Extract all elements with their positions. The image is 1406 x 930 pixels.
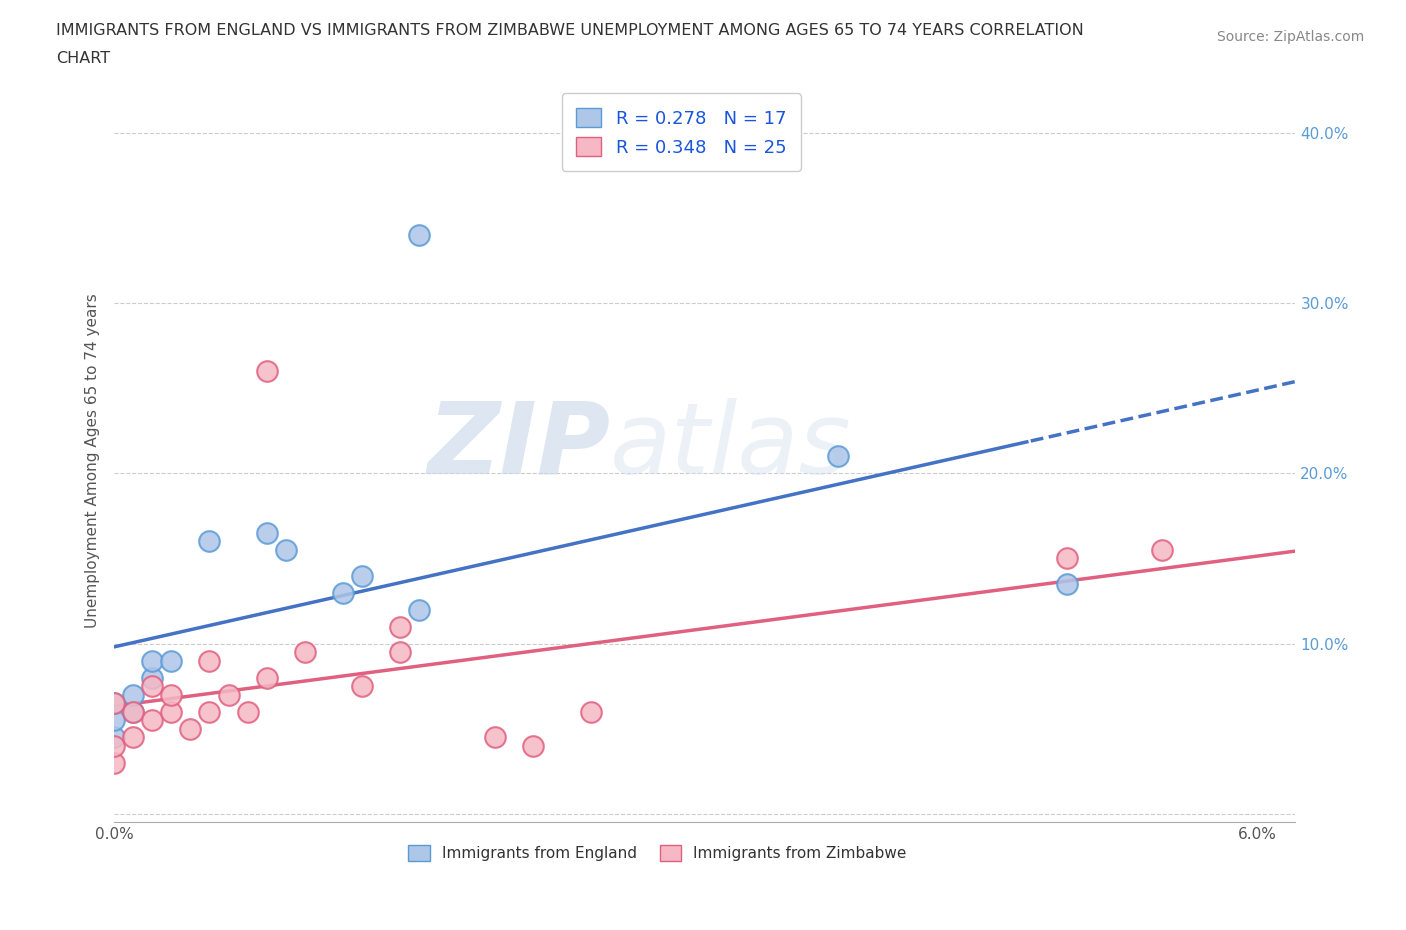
Point [198, 534, 221, 549]
Text: CHART: CHART [56, 51, 110, 66]
Point [198, 704, 221, 719]
Point [103, 738, 125, 753]
Point [218, 687, 240, 702]
Point [160, 704, 183, 719]
Point [256, 671, 278, 685]
Point [1152, 542, 1174, 557]
Point [122, 704, 145, 719]
Point [827, 449, 849, 464]
Point [408, 602, 430, 617]
Text: ZIP: ZIP [427, 398, 610, 495]
Point [141, 712, 163, 727]
Point [236, 704, 259, 719]
Point [484, 730, 506, 745]
Point [141, 671, 163, 685]
Point [332, 585, 354, 600]
Point [408, 228, 430, 243]
Point [350, 568, 373, 583]
Point [160, 687, 183, 702]
Point [103, 730, 125, 745]
Point [350, 679, 373, 694]
Point [103, 712, 125, 727]
Point [1056, 577, 1078, 591]
Point [122, 687, 145, 702]
Point [141, 679, 163, 694]
Point [179, 722, 201, 737]
Point [294, 644, 316, 659]
Point [122, 704, 145, 719]
Point [1056, 551, 1078, 566]
Point [198, 653, 221, 668]
Legend: Immigrants from England, Immigrants from Zimbabwe: Immigrants from England, Immigrants from… [401, 838, 914, 869]
Point [274, 542, 297, 557]
Point [256, 364, 278, 379]
Point [141, 653, 163, 668]
Point [522, 738, 544, 753]
Point [103, 755, 125, 770]
Point [579, 704, 602, 719]
Point [103, 696, 125, 711]
Y-axis label: Unemployment Among Ages 65 to 74 years: Unemployment Among Ages 65 to 74 years [86, 293, 100, 628]
Text: Source: ZipAtlas.com: Source: ZipAtlas.com [1216, 30, 1364, 44]
Point [256, 525, 278, 540]
Text: atlas: atlas [610, 398, 852, 495]
Point [160, 653, 183, 668]
Point [388, 619, 411, 634]
Text: IMMIGRANTS FROM ENGLAND VS IMMIGRANTS FROM ZIMBABWE UNEMPLOYMENT AMONG AGES 65 T: IMMIGRANTS FROM ENGLAND VS IMMIGRANTS FR… [56, 23, 1084, 38]
Point [103, 696, 125, 711]
Point [388, 644, 411, 659]
Point [122, 730, 145, 745]
